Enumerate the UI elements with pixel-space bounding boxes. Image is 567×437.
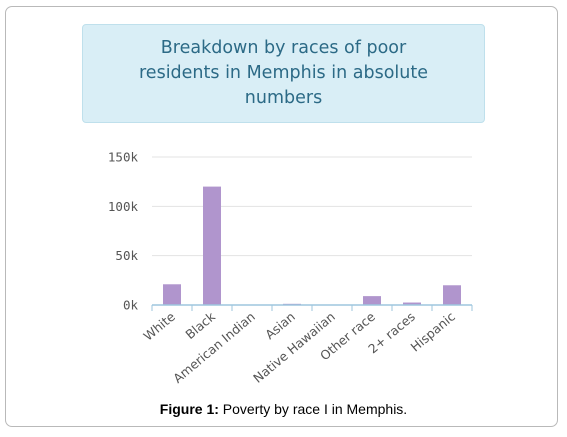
y-axis-tick-labels: 0k 50k 100k 150k [108, 150, 139, 313]
caption-label: Figure 1: [159, 401, 219, 417]
bars [163, 186, 461, 306]
chart-title-box: Breakdown by races of poor residents in … [82, 24, 485, 123]
x-tick-label: Black [182, 308, 218, 342]
figure-caption: Figure 1: Poverty by race I in Memphis. [0, 401, 567, 417]
x-tick-label: Hispanic [407, 309, 458, 355]
bar [203, 186, 221, 305]
bar [403, 302, 421, 305]
gridlines [152, 156, 472, 306]
y-tick-label: 0k [123, 298, 139, 313]
bar [163, 284, 181, 305]
x-axis [151, 304, 473, 311]
bar [443, 285, 461, 305]
y-tick-label: 150k [108, 150, 139, 165]
y-tick-label: 50k [115, 248, 138, 263]
bar [363, 296, 381, 305]
x-tick-label: White [140, 309, 178, 344]
chart-title: Breakdown by races of poor residents in … [139, 38, 428, 108]
x-tick-label: Asian [262, 309, 298, 342]
caption-text: Poverty by race I in Memphis. [218, 401, 408, 417]
y-tick-label: 100k [108, 199, 139, 214]
